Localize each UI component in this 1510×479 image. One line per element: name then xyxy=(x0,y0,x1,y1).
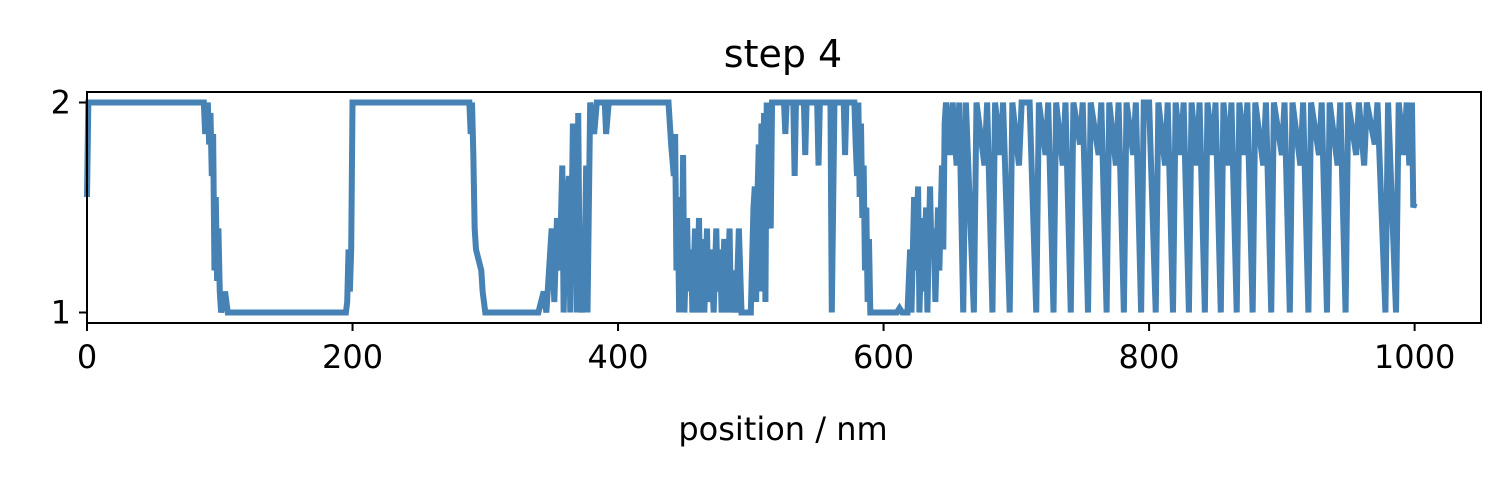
plot-area xyxy=(84,99,1418,316)
y-axis: 12 xyxy=(51,84,87,332)
x-tick-label: 1000 xyxy=(1374,338,1455,376)
x-axis-label: position / nm xyxy=(678,410,887,448)
x-tick-label: 200 xyxy=(322,338,383,376)
x-tick-label: 600 xyxy=(853,338,914,376)
y-tick-label: 1 xyxy=(51,294,71,332)
x-tick-label: 800 xyxy=(1119,338,1180,376)
axes-frame xyxy=(86,91,1482,324)
chart-title: step 4 xyxy=(724,32,842,76)
x-tick-label: 400 xyxy=(588,338,649,376)
series-line-0 xyxy=(84,99,1418,316)
x-axis: 0 200 400 600 800 1000 xyxy=(77,323,1455,376)
x-tick-label: 0 xyxy=(77,338,97,376)
y-tick-label: 2 xyxy=(51,84,71,122)
